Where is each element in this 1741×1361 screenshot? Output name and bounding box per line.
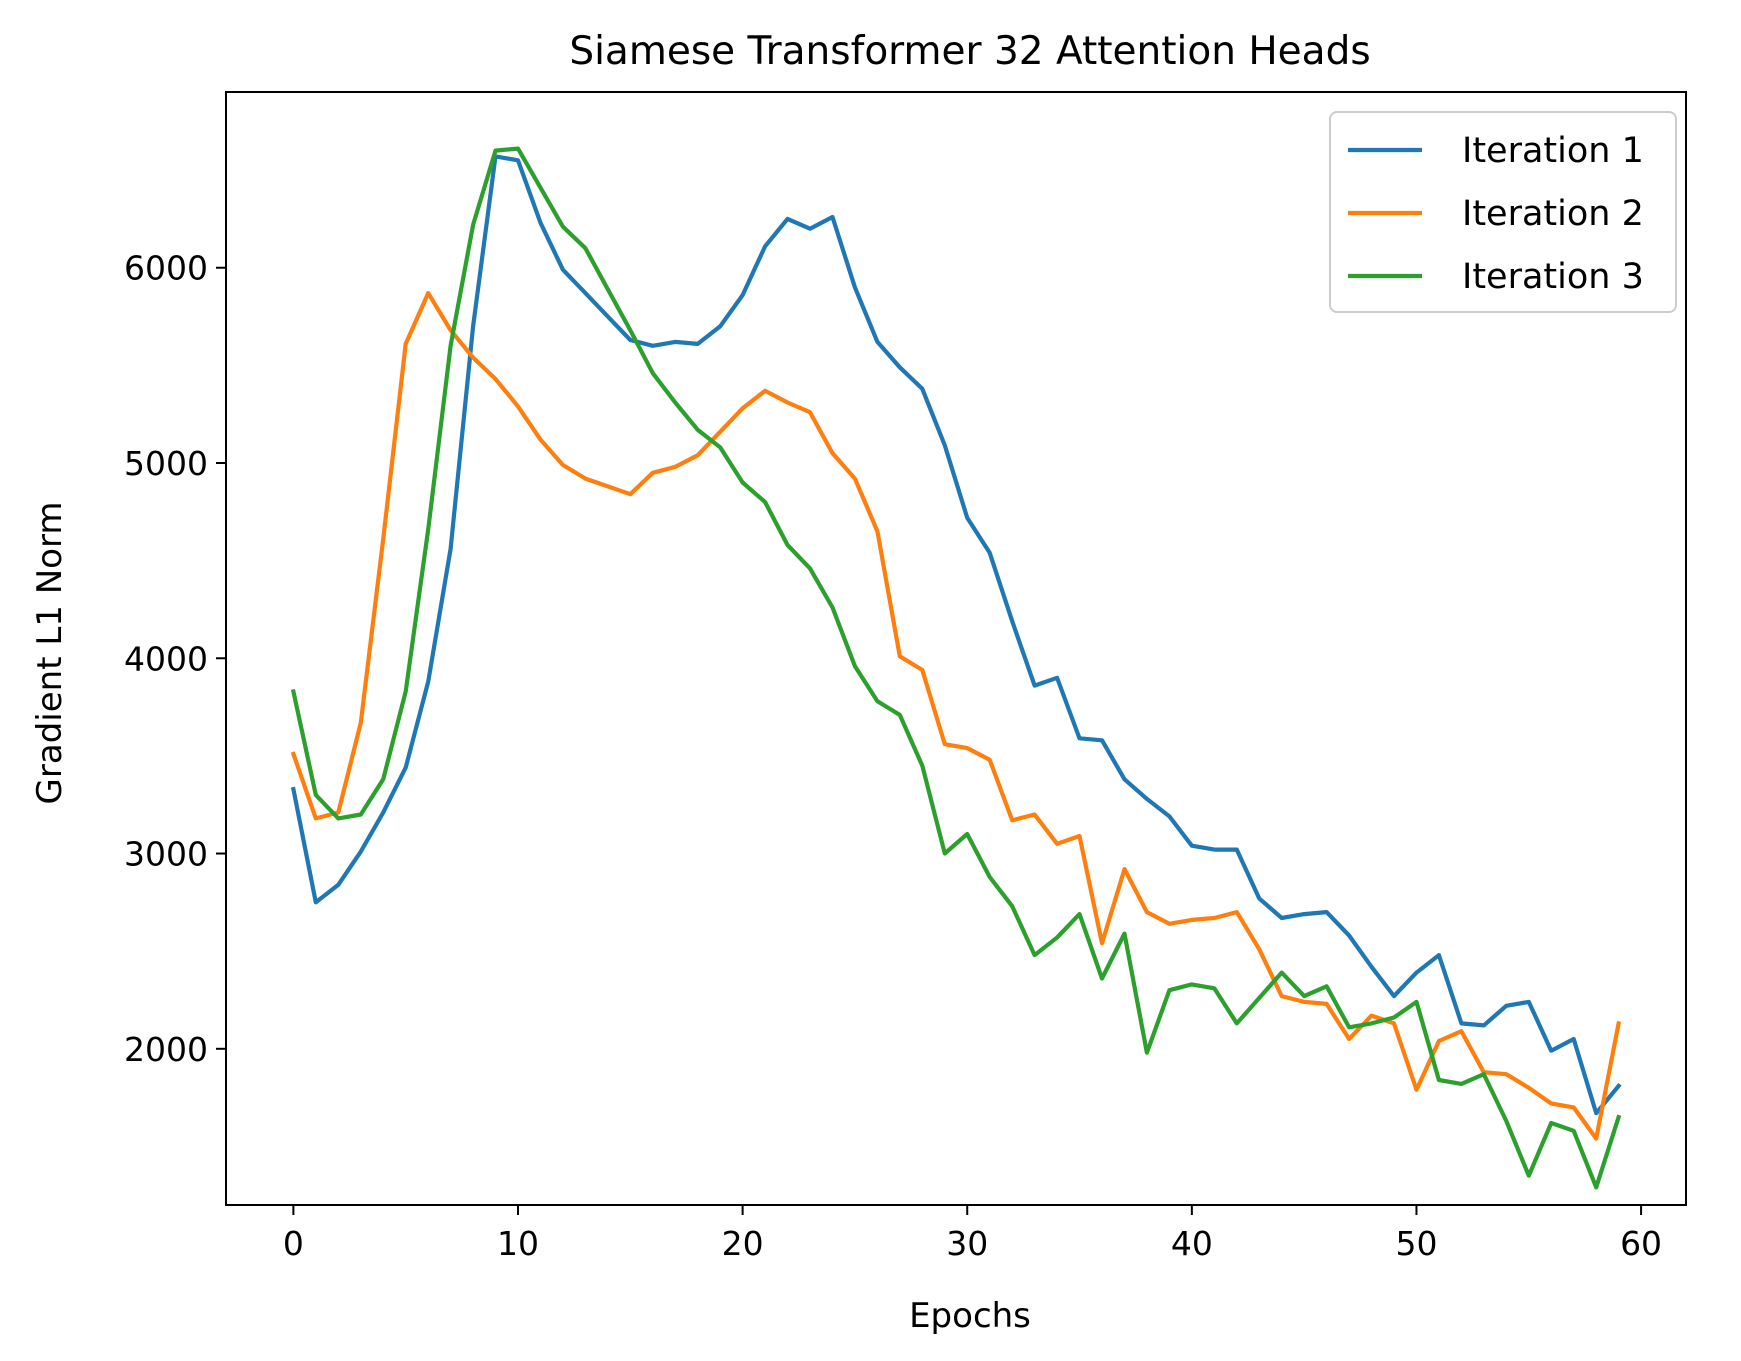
legend-box	[1329, 111, 1677, 313]
x-tick-label: 20	[722, 1224, 764, 1263]
legend: Iteration 1 Iteration 2 Iteration 3	[1329, 111, 1677, 313]
plot-area	[290, 146, 1622, 1190]
y-tick-label: 2000	[124, 1030, 208, 1069]
y-tick-label: 4000	[124, 639, 208, 678]
y-axis-label: Gradient L1 Norm	[30, 502, 70, 805]
series-line-iteration-2	[290, 291, 1622, 1141]
x-tick-label: 0	[283, 1224, 304, 1263]
series-line-iteration-1	[290, 154, 1622, 1116]
x-tick-label: 60	[1620, 1224, 1662, 1263]
legend-label-iteration-2: Iteration 2	[1462, 194, 1644, 234]
y-tick-label: 3000	[124, 835, 208, 874]
series-line-iteration-3	[290, 146, 1622, 1190]
x-axis-label: Epochs	[909, 1296, 1031, 1336]
x-tick-label: 40	[1171, 1224, 1213, 1263]
legend-label-iteration-3: Iteration 3	[1462, 257, 1644, 297]
y-tick-label: 5000	[124, 444, 208, 483]
y-tick-label: 6000	[124, 249, 208, 288]
x-tick-label: 30	[946, 1224, 988, 1263]
axes-frame	[225, 91, 1687, 1206]
chart-title: Siamese Transformer 32 Attention Heads	[569, 29, 1370, 74]
x-tick-label: 10	[497, 1224, 539, 1263]
x-tick-label: 50	[1395, 1224, 1437, 1263]
axes: 0 10 20 30 40 50 60 2000 3000 4000 5000 6000	[124, 91, 1687, 1263]
legend-label-iteration-1: Iteration 1	[1462, 131, 1644, 171]
